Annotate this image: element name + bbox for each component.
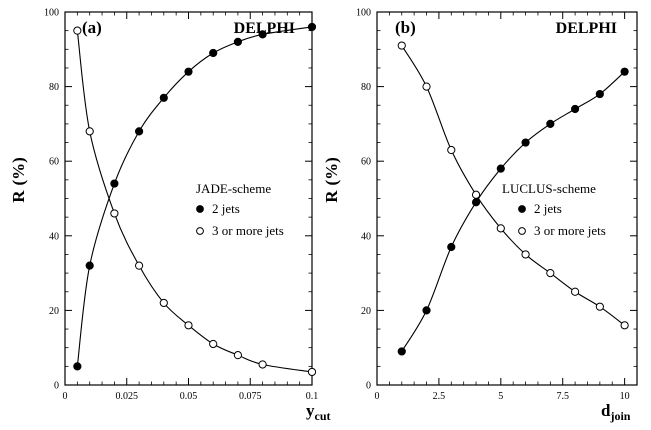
y-axis-title: R (%)	[322, 157, 341, 203]
data-point-three-or-more-jets	[307, 367, 317, 377]
y-axis-title-main: R	[322, 190, 341, 203]
data-point-three-or-more-jets	[159, 298, 168, 308]
data-point-two-jets	[135, 127, 144, 136]
data-point-two-jets	[471, 198, 481, 207]
x-axis-title-main: d	[601, 401, 611, 420]
y-tick-label: 20	[361, 306, 371, 317]
data-point-two-jets	[233, 37, 242, 46]
data-point-two-jets	[595, 89, 604, 99]
y-tick-label: 100	[44, 8, 59, 19]
x-tick-label: 7.5	[556, 391, 569, 402]
y-tick-label: 100	[356, 8, 371, 19]
legend-entry-three-or-more-jets: 3 or more jets	[534, 223, 606, 238]
x-tick-label: 0	[375, 391, 380, 402]
x-tick-label: 0.1	[306, 391, 319, 402]
series-line-three-or-more-jets	[76, 30, 313, 373]
y-axis-title-unit: (%)	[322, 157, 341, 185]
data-point-two-jets	[521, 138, 530, 147]
x-axis-title-subscript: join	[609, 409, 630, 423]
series-line-two-jets	[76, 26, 313, 367]
panel-b: 0 20 40 60 80 100 0 2.5 5 7.5 10 (b) DELPHI LUCLUS-sc…	[322, 8, 638, 423]
y-tick-label: 60	[361, 157, 371, 168]
y-tick-label: 60	[49, 157, 59, 168]
data-point-three-or-more-jets	[397, 41, 406, 50]
data-point-two-jets	[258, 30, 267, 39]
data-point-two-jets	[570, 104, 580, 114]
panel-a: 0 20 40 60 80 100 0 0.025 0.05 0.075 0.1 (a) DELPHI J…	[9, 8, 331, 424]
data-point-three-or-more-jets	[521, 250, 530, 259]
y-tick-label: 40	[49, 231, 59, 242]
legend-entry-two-jets: 2 jets	[534, 201, 562, 216]
data-point-two-jets	[447, 242, 456, 252]
x-tick-label: 2.5	[433, 391, 446, 402]
x-tick-label: 5	[498, 391, 503, 402]
series-line-two-jets	[401, 71, 625, 352]
data-point-three-or-more-jets	[620, 321, 629, 330]
legend-entry-three-or-more-jets: 3 or more jets	[212, 223, 284, 238]
legend-marker-filled	[196, 205, 204, 213]
legend-marker-open	[196, 227, 204, 235]
x-tick-label: 0.05	[180, 391, 198, 402]
data-point-two-jets	[184, 67, 193, 76]
data-point-three-or-more-jets	[447, 145, 456, 155]
x-axis-title: ycut	[306, 401, 331, 423]
y-axis-title: R (%)	[9, 157, 28, 203]
data-point-two-jets	[496, 164, 505, 173]
data-point-two-jets	[397, 347, 406, 356]
data-point-three-or-more-jets	[135, 261, 144, 270]
y-tick-label: 20	[49, 306, 59, 317]
data-point-three-or-more-jets	[233, 351, 242, 360]
data-point-two-jets	[546, 119, 555, 129]
data-point-two-jets	[85, 261, 94, 270]
x-tick-label: 10	[620, 391, 630, 402]
data-point-three-or-more-jets	[471, 190, 481, 199]
data-point-three-or-more-jets	[184, 321, 193, 330]
x-tick-label: 0.075	[239, 391, 262, 402]
y-tick-label: 40	[361, 231, 371, 242]
legend-marker-open	[518, 227, 526, 235]
data-point-three-or-more-jets	[422, 82, 431, 91]
data-point-two-jets	[110, 179, 119, 188]
x-tick-label: 0.025	[116, 391, 139, 402]
data-point-two-jets	[209, 48, 218, 58]
x-axis-title-main: y	[306, 401, 315, 420]
data-point-three-or-more-jets	[209, 339, 218, 349]
legend-marker-filled	[518, 205, 526, 213]
y-tick-label: 80	[361, 82, 371, 93]
data-point-two-jets	[620, 67, 629, 76]
data-point-two-jets	[307, 22, 317, 32]
data-point-three-or-more-jets	[496, 224, 505, 233]
data-point-three-or-more-jets	[258, 360, 267, 369]
data-point-three-or-more-jets	[595, 302, 604, 311]
data-point-two-jets	[422, 306, 431, 315]
y-tick-label: 0	[54, 381, 59, 392]
series-line-three-or-more-jets	[401, 45, 625, 326]
y-axis-title-unit: (%)	[9, 157, 28, 185]
legend-title: JADE-scheme	[196, 181, 271, 196]
legend-entry-two-jets: 2 jets	[212, 201, 240, 216]
experiment-label: DELPHI	[234, 20, 295, 37]
y-tick-label: 80	[49, 82, 59, 93]
data-point-two-jets	[159, 93, 168, 102]
x-tick-label: 0	[63, 391, 68, 402]
data-point-three-or-more-jets	[570, 287, 580, 296]
data-point-three-or-more-jets	[110, 209, 119, 218]
panel-label: (b)	[395, 18, 416, 37]
legend-title: LUCLUS-scheme	[502, 181, 596, 196]
x-axis-title: djoin	[601, 401, 631, 423]
data-point-three-or-more-jets	[73, 26, 82, 35]
x-axis-title-subscript: cut	[315, 409, 331, 423]
panel-label: (a)	[82, 18, 102, 37]
data-point-two-jets	[73, 362, 82, 371]
experiment-label: DELPHI	[556, 20, 617, 37]
y-tick-label: 0	[366, 381, 371, 392]
data-point-three-or-more-jets	[546, 269, 555, 278]
y-axis-title-main: R	[9, 190, 28, 203]
data-point-three-or-more-jets	[85, 127, 94, 136]
